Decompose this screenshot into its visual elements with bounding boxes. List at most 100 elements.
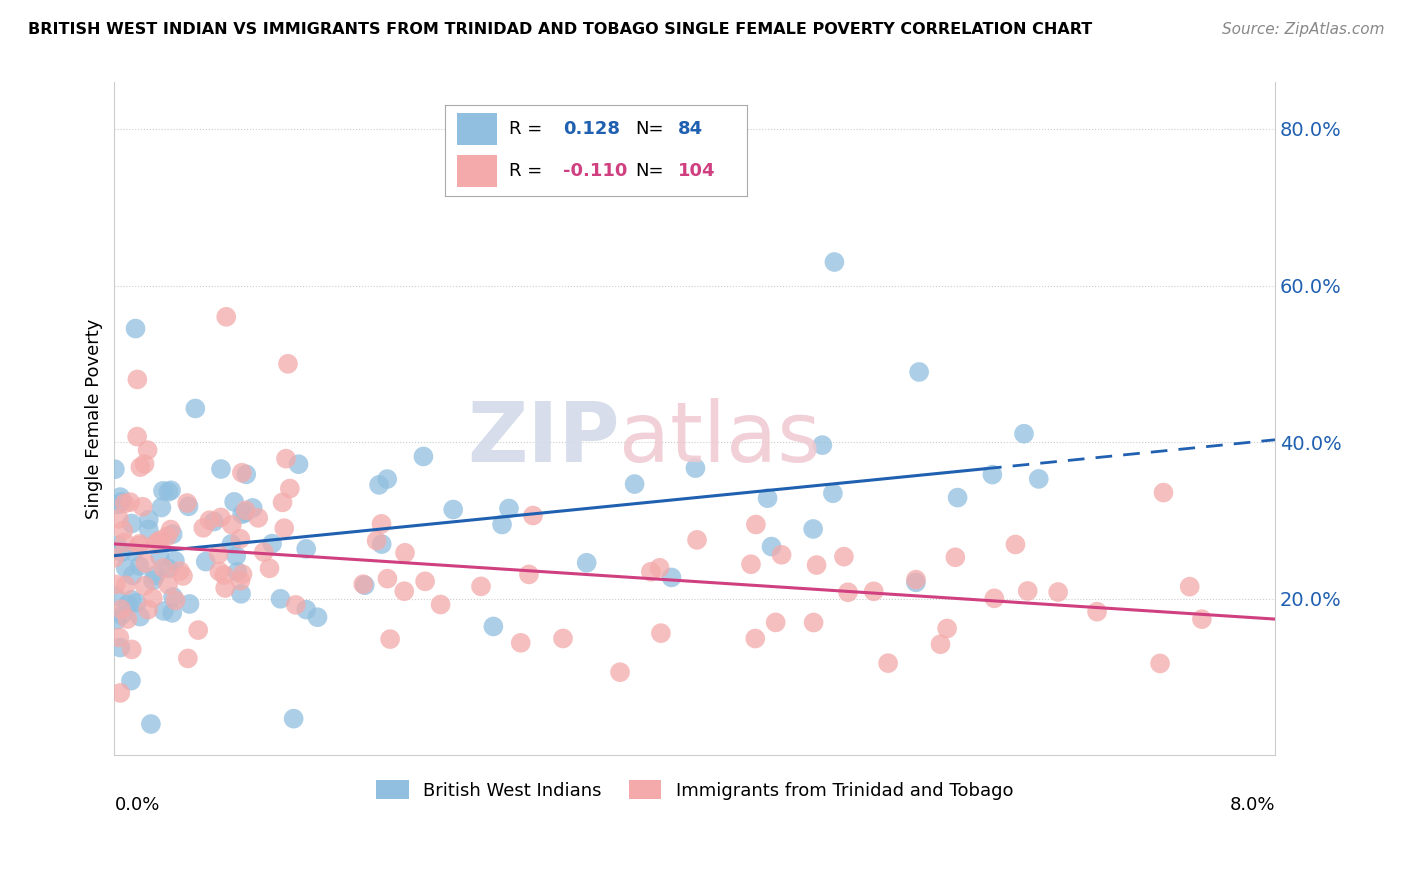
- British West Indians: [908, 365, 931, 379]
- Immigrants from Trinidad and Tobago: [117, 612, 139, 626]
- Immigrants from Trinidad and Tobago: [157, 577, 180, 591]
- Immigrants from Trinidad and Tobago: [271, 495, 294, 509]
- Immigrants from Trinidad and Tobago: [1149, 657, 1171, 671]
- British West Indians: [235, 467, 257, 482]
- Immigrants from Trinidad and Tobago: [273, 521, 295, 535]
- Immigrants from Trinidad and Tobago: [413, 574, 436, 589]
- British West Indians: [184, 401, 207, 416]
- British West Indians: [124, 321, 146, 335]
- British West Indians: [122, 544, 145, 558]
- Immigrants from Trinidad and Tobago: [215, 310, 238, 324]
- British West Indians: [756, 491, 779, 506]
- Immigrants from Trinidad and Tobago: [229, 532, 252, 546]
- Immigrants from Trinidad and Tobago: [1191, 612, 1213, 626]
- Immigrants from Trinidad and Tobago: [172, 569, 194, 583]
- British West Indians: [104, 462, 127, 476]
- British West Indians: [138, 523, 160, 537]
- British West Indians: [129, 609, 152, 624]
- Immigrants from Trinidad and Tobago: [110, 602, 132, 616]
- Immigrants from Trinidad and Tobago: [517, 567, 540, 582]
- Immigrants from Trinidad and Tobago: [176, 496, 198, 510]
- Immigrants from Trinidad and Tobago: [129, 460, 152, 475]
- Immigrants from Trinidad and Tobago: [837, 585, 859, 599]
- Immigrants from Trinidad and Tobago: [128, 537, 150, 551]
- Immigrants from Trinidad and Tobago: [253, 545, 276, 559]
- Immigrants from Trinidad and Tobago: [229, 574, 252, 588]
- Immigrants from Trinidad and Tobago: [146, 535, 169, 549]
- Immigrants from Trinidad and Tobago: [165, 593, 187, 607]
- Immigrants from Trinidad and Tobago: [198, 513, 221, 527]
- British West Indians: [412, 450, 434, 464]
- Immigrants from Trinidad and Tobago: [231, 466, 253, 480]
- Immigrants from Trinidad and Tobago: [394, 546, 416, 560]
- Immigrants from Trinidad and Tobago: [378, 632, 401, 646]
- Immigrants from Trinidad and Tobago: [209, 510, 232, 524]
- Immigrants from Trinidad and Tobago: [370, 516, 392, 531]
- British West Indians: [153, 604, 176, 618]
- Immigrants from Trinidad and Tobago: [648, 561, 671, 575]
- British West Indians: [150, 500, 173, 515]
- British West Indians: [107, 498, 129, 512]
- British West Indians: [482, 619, 505, 633]
- Immigrants from Trinidad and Tobago: [128, 539, 150, 553]
- British West Indians: [121, 592, 143, 607]
- British West Indians: [121, 516, 143, 531]
- Immigrants from Trinidad and Tobago: [104, 577, 127, 591]
- British West Indians: [221, 537, 243, 551]
- Text: atlas: atlas: [620, 399, 821, 479]
- British West Indians: [121, 568, 143, 582]
- Immigrants from Trinidad and Tobago: [259, 561, 281, 575]
- British West Indians: [685, 461, 707, 475]
- British West Indians: [283, 712, 305, 726]
- Immigrants from Trinidad and Tobago: [278, 482, 301, 496]
- British West Indians: [946, 491, 969, 505]
- British West Indians: [162, 606, 184, 620]
- Immigrants from Trinidad and Tobago: [110, 686, 132, 700]
- British West Indians: [353, 578, 375, 592]
- British West Indians: [162, 527, 184, 541]
- Immigrants from Trinidad and Tobago: [904, 573, 927, 587]
- British West Indians: [231, 507, 253, 521]
- Immigrants from Trinidad and Tobago: [686, 533, 709, 547]
- Immigrants from Trinidad and Tobago: [177, 651, 200, 665]
- Immigrants from Trinidad and Tobago: [114, 535, 136, 549]
- British West Indians: [194, 555, 217, 569]
- British West Indians: [209, 462, 232, 476]
- Immigrants from Trinidad and Tobago: [936, 622, 959, 636]
- British West Indians: [307, 610, 329, 624]
- British West Indians: [441, 502, 464, 516]
- British West Indians: [295, 541, 318, 556]
- Immigrants from Trinidad and Tobago: [377, 572, 399, 586]
- Immigrants from Trinidad and Tobago: [832, 549, 855, 564]
- Immigrants from Trinidad and Tobago: [134, 457, 156, 471]
- Immigrants from Trinidad and Tobago: [187, 623, 209, 637]
- British West Indians: [120, 673, 142, 688]
- British West Indians: [139, 717, 162, 731]
- Immigrants from Trinidad and Tobago: [127, 429, 149, 443]
- Immigrants from Trinidad and Tobago: [522, 508, 544, 523]
- Immigrants from Trinidad and Tobago: [1047, 585, 1070, 599]
- British West Indians: [233, 506, 256, 520]
- Immigrants from Trinidad and Tobago: [640, 565, 662, 579]
- British West Indians: [157, 484, 180, 499]
- British West Indians: [111, 495, 134, 509]
- British West Indians: [110, 490, 132, 504]
- Immigrants from Trinidad and Tobago: [862, 584, 884, 599]
- British West Indians: [105, 613, 128, 627]
- Immigrants from Trinidad and Tobago: [983, 591, 1005, 606]
- Immigrants from Trinidad and Tobago: [108, 631, 131, 645]
- Immigrants from Trinidad and Tobago: [1017, 583, 1039, 598]
- Immigrants from Trinidad and Tobago: [1153, 485, 1175, 500]
- Immigrants from Trinidad and Tobago: [429, 598, 451, 612]
- British West Indians: [821, 486, 844, 500]
- Immigrants from Trinidad and Tobago: [943, 550, 966, 565]
- Immigrants from Trinidad and Tobago: [136, 443, 159, 458]
- Immigrants from Trinidad and Tobago: [114, 496, 136, 510]
- British West Indians: [104, 590, 127, 604]
- British West Indians: [149, 549, 172, 564]
- British West Indians: [1028, 472, 1050, 486]
- British West Indians: [1012, 426, 1035, 441]
- Immigrants from Trinidad and Tobago: [470, 579, 492, 593]
- British West Indians: [761, 540, 783, 554]
- British West Indians: [623, 477, 645, 491]
